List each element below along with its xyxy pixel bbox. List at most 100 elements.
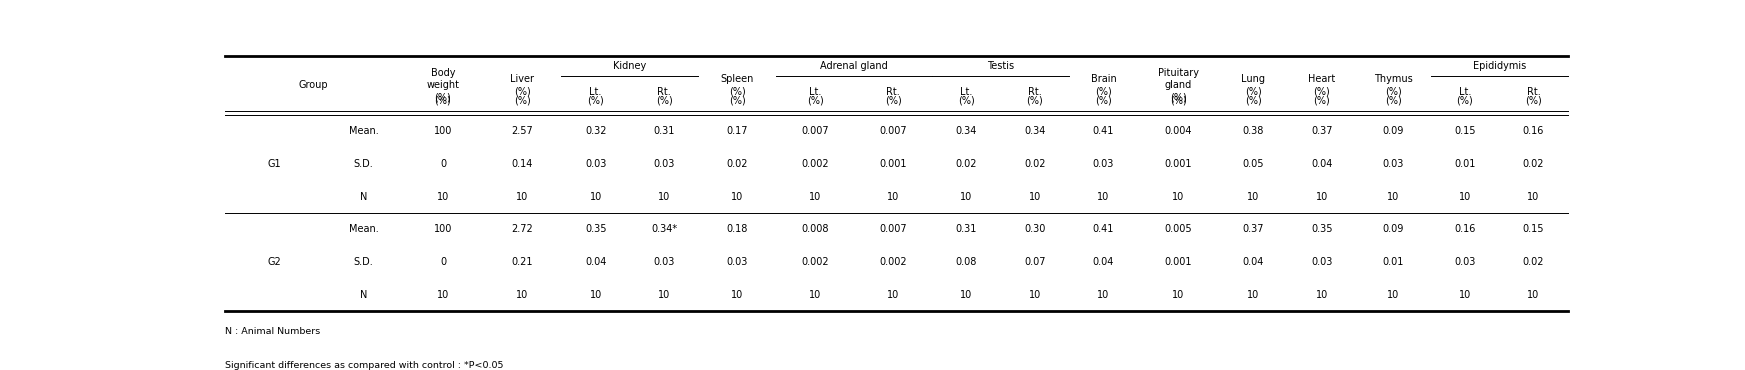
- Text: 10: 10: [436, 290, 448, 300]
- Text: 0.002: 0.002: [879, 257, 907, 267]
- Text: 0.002: 0.002: [801, 159, 829, 169]
- Text: 0.008: 0.008: [801, 225, 829, 235]
- Text: 0.37: 0.37: [1242, 225, 1263, 235]
- Text: 0.04: 0.04: [1242, 257, 1263, 267]
- Text: 10: 10: [1527, 192, 1539, 202]
- Text: Testis: Testis: [988, 61, 1014, 71]
- Text: 0.02: 0.02: [1024, 159, 1045, 169]
- Text: 0.41: 0.41: [1092, 126, 1115, 136]
- Text: 100: 100: [435, 126, 452, 136]
- Text: 0.02: 0.02: [1523, 257, 1544, 267]
- Text: 0.09: 0.09: [1382, 126, 1405, 136]
- Text: 0: 0: [440, 159, 447, 169]
- Text: Thymus
(%): Thymus (%): [1373, 74, 1413, 97]
- Text: 0.35: 0.35: [585, 225, 607, 235]
- Text: 0.41: 0.41: [1092, 225, 1115, 235]
- Text: 10: 10: [1316, 290, 1328, 300]
- Text: N : Animal Numbers: N : Animal Numbers: [225, 327, 319, 336]
- Text: 10: 10: [731, 192, 743, 202]
- Text: 2.57: 2.57: [511, 126, 534, 136]
- Text: 10: 10: [658, 192, 670, 202]
- Text: (%): (%): [435, 96, 452, 106]
- Text: 0.01: 0.01: [1382, 257, 1405, 267]
- Text: (%): (%): [1244, 96, 1262, 106]
- Text: (%): (%): [958, 96, 975, 106]
- Text: Liver
(%): Liver (%): [511, 74, 534, 97]
- Text: 10: 10: [810, 192, 822, 202]
- Text: 0.38: 0.38: [1242, 126, 1263, 136]
- Text: Kidney: Kidney: [612, 61, 647, 71]
- Text: 10: 10: [1459, 290, 1471, 300]
- Text: 0.15: 0.15: [1523, 225, 1544, 235]
- Text: 0.03: 0.03: [1382, 159, 1405, 169]
- Text: 0.03: 0.03: [1454, 257, 1476, 267]
- Text: (%): (%): [1026, 96, 1044, 106]
- Text: 0.16: 0.16: [1523, 126, 1544, 136]
- Text: N: N: [359, 290, 366, 300]
- Text: Adrenal gland: Adrenal gland: [820, 61, 888, 71]
- Text: Rt.: Rt.: [1527, 87, 1541, 97]
- Text: 0.004: 0.004: [1164, 126, 1192, 136]
- Text: Rt.: Rt.: [658, 87, 672, 97]
- Text: 0.35: 0.35: [1310, 225, 1333, 235]
- Text: (%): (%): [1169, 96, 1187, 106]
- Text: 0.34: 0.34: [1024, 126, 1045, 136]
- Text: 10: 10: [960, 290, 972, 300]
- Text: (%): (%): [656, 96, 672, 106]
- Text: 0.37: 0.37: [1310, 126, 1333, 136]
- Text: 0.04: 0.04: [585, 257, 606, 267]
- Text: (%): (%): [1314, 96, 1330, 106]
- Text: Lt.: Lt.: [810, 87, 822, 97]
- Text: 0: 0: [440, 257, 447, 267]
- Text: 0.14: 0.14: [511, 159, 534, 169]
- Text: 0.31: 0.31: [956, 225, 977, 235]
- Text: 0.07: 0.07: [1024, 257, 1045, 267]
- Text: 0.002: 0.002: [801, 257, 829, 267]
- Text: 0.007: 0.007: [801, 126, 829, 136]
- Text: 0.007: 0.007: [879, 126, 907, 136]
- Text: (%): (%): [1096, 96, 1112, 106]
- Text: 0.02: 0.02: [956, 159, 977, 169]
- Text: 10: 10: [1030, 290, 1042, 300]
- Text: 0.30: 0.30: [1024, 225, 1045, 235]
- Text: 0.001: 0.001: [879, 159, 907, 169]
- Text: Heart
(%): Heart (%): [1309, 74, 1335, 97]
- Text: G1: G1: [269, 159, 281, 169]
- Text: 10: 10: [1248, 192, 1260, 202]
- Text: 10: 10: [1098, 192, 1110, 202]
- Text: 0.02: 0.02: [1523, 159, 1544, 169]
- Text: 10: 10: [658, 290, 670, 300]
- Text: 10: 10: [1387, 192, 1399, 202]
- Text: 10: 10: [886, 192, 899, 202]
- Text: (%): (%): [1525, 96, 1543, 106]
- Text: 0.001: 0.001: [1164, 159, 1192, 169]
- Text: (%): (%): [806, 96, 824, 106]
- Text: 0.007: 0.007: [879, 225, 907, 235]
- Text: 10: 10: [590, 192, 602, 202]
- Text: 2.72: 2.72: [511, 225, 534, 235]
- Text: Lt.: Lt.: [590, 87, 602, 97]
- Text: 10: 10: [590, 290, 602, 300]
- Text: (%): (%): [1457, 96, 1473, 106]
- Text: 10: 10: [436, 192, 448, 202]
- Text: Spleen
(%): Spleen (%): [721, 74, 754, 97]
- Text: 0.09: 0.09: [1382, 225, 1405, 235]
- Text: 10: 10: [810, 290, 822, 300]
- Text: (%): (%): [515, 96, 530, 106]
- Text: 0.34*: 0.34*: [651, 225, 677, 235]
- Text: 10: 10: [1459, 192, 1471, 202]
- Text: 0.08: 0.08: [956, 257, 977, 267]
- Text: 0.03: 0.03: [654, 159, 675, 169]
- Text: 0.02: 0.02: [726, 159, 749, 169]
- Text: 0.05: 0.05: [1242, 159, 1263, 169]
- Text: S.D.: S.D.: [354, 159, 373, 169]
- Text: (%): (%): [1386, 96, 1401, 106]
- Text: 0.03: 0.03: [654, 257, 675, 267]
- Text: 10: 10: [1527, 290, 1539, 300]
- Text: 0.31: 0.31: [654, 126, 675, 136]
- Text: 10: 10: [1098, 290, 1110, 300]
- Text: Brain
(%): Brain (%): [1091, 74, 1117, 97]
- Text: 0.04: 0.04: [1092, 257, 1115, 267]
- Text: Rt.: Rt.: [886, 87, 900, 97]
- Text: S.D.: S.D.: [354, 257, 373, 267]
